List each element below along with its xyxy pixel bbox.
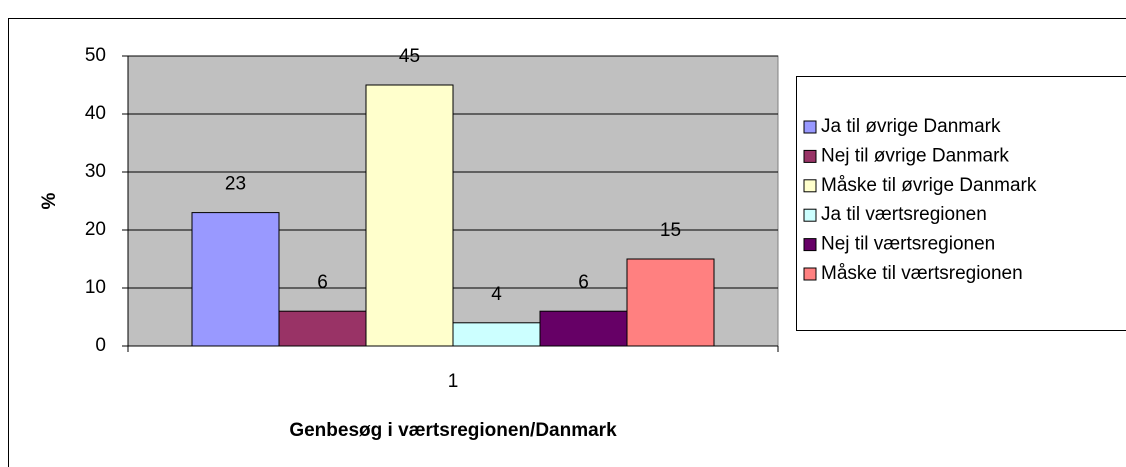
y-tick-label: 30 (85, 161, 106, 182)
bar (191, 212, 280, 347)
y-axis-label: % (39, 192, 60, 209)
legend-label: Nej til øvrige Danmark (821, 145, 1009, 166)
y-tick-label: 40 (85, 103, 106, 124)
x-axis-label: Genbesøg i værtsregionen/Danmark (289, 420, 617, 441)
legend-label: Måske til værtsregionen (821, 263, 1023, 284)
legend-swatch (803, 267, 817, 281)
legend-label: Måske til øvrige Danmark (821, 175, 1037, 196)
legend-label: Ja til øvrige Danmark (821, 116, 1001, 137)
data-label: 4 (491, 284, 502, 305)
y-tick-label: 20 (85, 219, 106, 240)
data-label: 23 (225, 174, 246, 195)
bar (278, 310, 367, 347)
legend-label: Nej til værtsregionen (821, 234, 995, 255)
data-label: 6 (578, 272, 589, 293)
legend-swatch (803, 149, 817, 163)
y-tick-label: 50 (85, 45, 106, 66)
legend-label: Ja til værtsregionen (821, 204, 987, 225)
y-tick-label: 10 (85, 277, 106, 298)
legend-swatch (803, 120, 817, 134)
bar (365, 84, 454, 347)
data-label: 45 (399, 46, 420, 67)
data-label: 15 (660, 220, 681, 241)
legend-box (796, 76, 1126, 331)
x-tick-label: 1 (448, 371, 459, 392)
legend-swatch (803, 208, 817, 222)
data-label: 6 (317, 272, 328, 293)
legend-swatch (803, 238, 817, 252)
legend-swatch (803, 179, 817, 193)
bar (452, 322, 541, 347)
y-tick-label: 0 (95, 335, 106, 356)
bar (626, 258, 715, 347)
bar (539, 310, 628, 347)
